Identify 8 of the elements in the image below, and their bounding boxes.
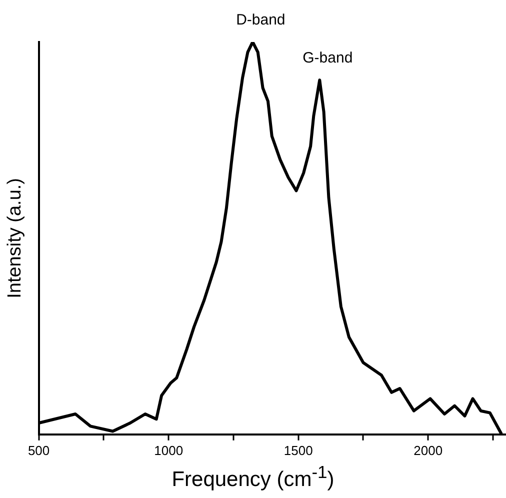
x-tick-label: 500 [28, 442, 50, 458]
annotation: D-band [236, 12, 286, 29]
annotation: G-band [302, 50, 353, 67]
y-axis-title: Intensity (a.u.) [4, 178, 26, 298]
x-tick-label: 1500 [284, 442, 313, 458]
x-axis-title: Frequency (cm$^{-1}$) [170, 462, 336, 492]
x-tick-label: 2000 [414, 442, 443, 458]
x-tick-label: 1000 [154, 442, 184, 458]
